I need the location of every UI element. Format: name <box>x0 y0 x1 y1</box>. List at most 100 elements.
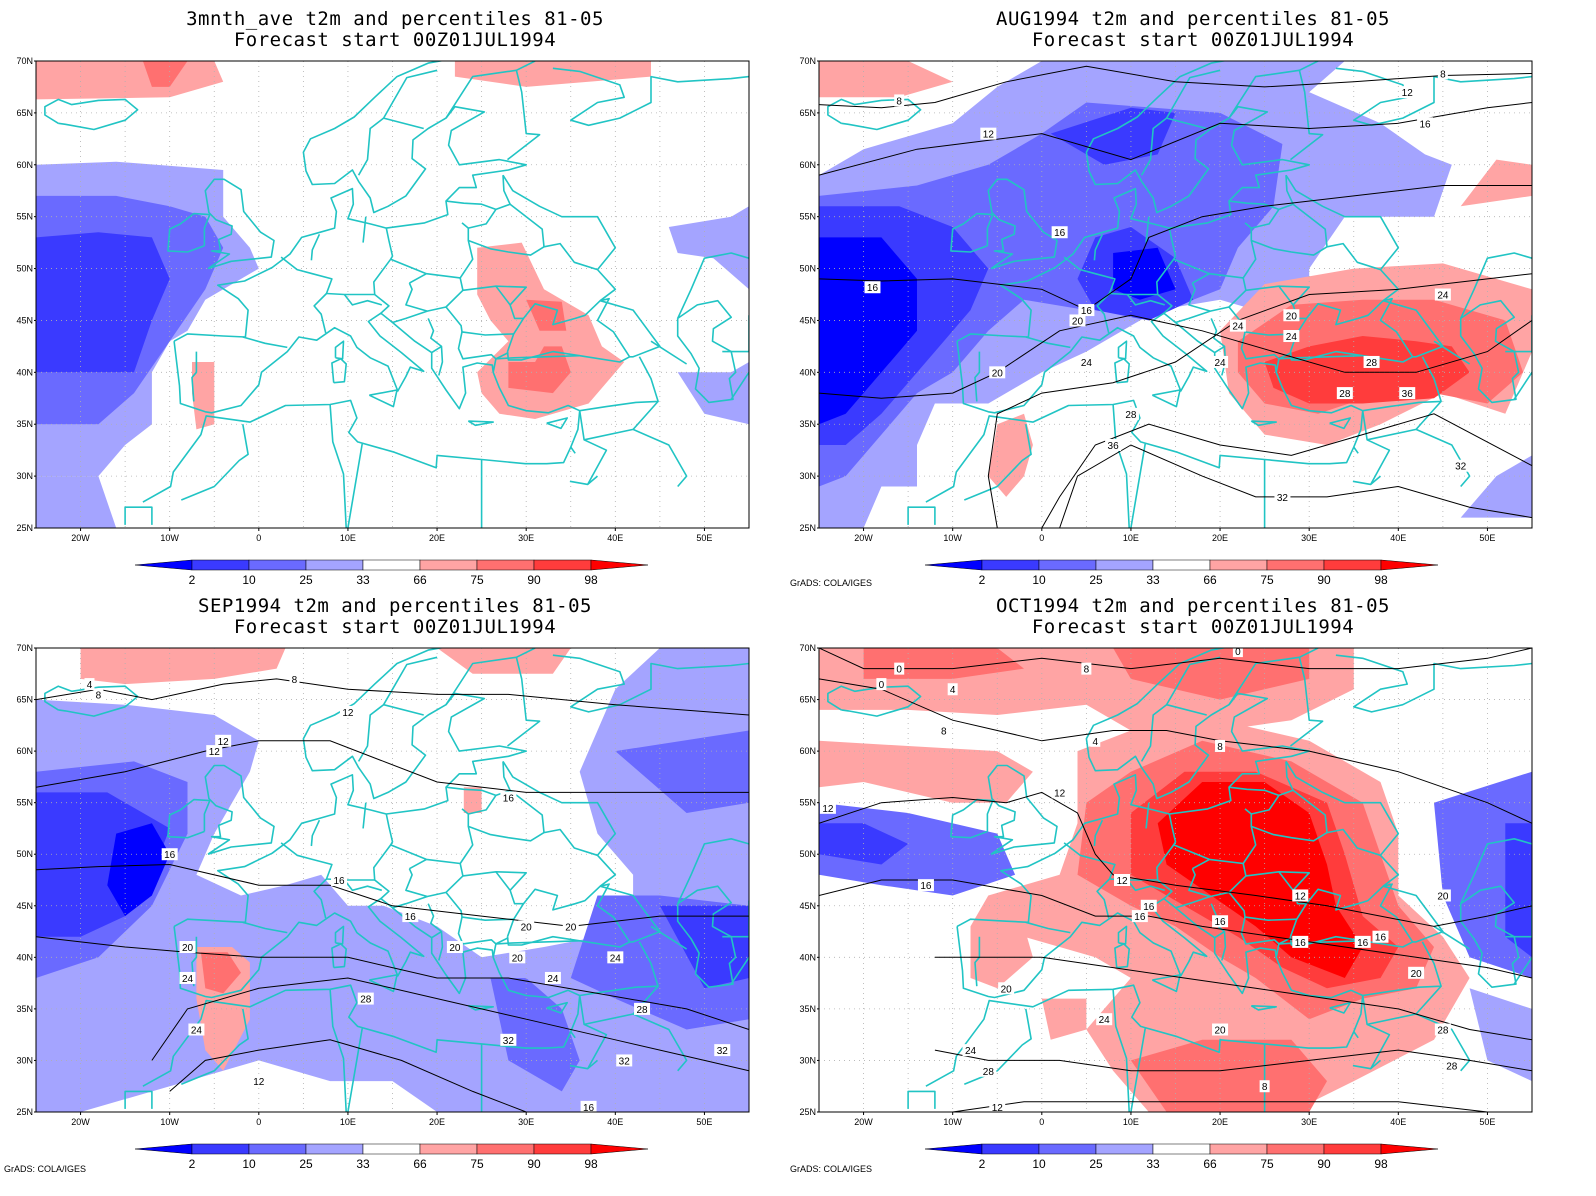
country-border <box>1285 174 1400 271</box>
contour-line <box>819 648 1532 670</box>
contour-label: 8 <box>941 726 947 737</box>
country-border <box>570 1031 576 1039</box>
colorbar-label: 90 <box>527 573 541 587</box>
country-border <box>1214 345 1227 376</box>
contour-label-bg <box>188 1023 205 1036</box>
contour-label: 20 <box>1001 984 1013 995</box>
country-border <box>1513 371 1532 400</box>
contour-label-bg <box>1399 86 1416 99</box>
country-border <box>468 175 511 229</box>
colorbar-label: 25 <box>299 1157 313 1171</box>
percentile-region <box>1113 247 1176 300</box>
country-border <box>445 200 497 211</box>
colorbar-segment <box>1152 1143 1211 1155</box>
map-frame <box>818 647 1533 1113</box>
contour-label: 4 <box>87 680 93 691</box>
contour-label-bg <box>179 971 196 984</box>
coastline <box>1250 420 1278 427</box>
contour-label: 16 <box>583 1103 595 1114</box>
country-border <box>1025 336 1071 349</box>
longitude-label: 20E <box>429 533 445 543</box>
percentile-shading <box>819 61 1532 528</box>
longitude-label: 30E <box>1301 533 1317 543</box>
latitude-label: 65N <box>799 695 816 705</box>
contour-label-bg <box>980 127 997 140</box>
coastline <box>1289 883 1414 948</box>
contour-label: 8 <box>896 96 902 107</box>
contour-label-bg <box>500 1033 517 1046</box>
coastline <box>552 67 749 127</box>
latitude-label: 65N <box>16 108 33 118</box>
colorbar-label: 25 <box>1089 573 1103 587</box>
contour-label: 28 <box>1437 1026 1449 1037</box>
latitude-label: 35N <box>16 1004 33 1014</box>
contour-label: 16 <box>1134 912 1146 923</box>
contour-label-bg <box>1452 459 1469 472</box>
colorbar-label: 2 <box>189 1157 196 1171</box>
colorbar-segment <box>924 559 983 571</box>
country-border <box>569 1059 599 1070</box>
coastlines <box>827 61 1532 528</box>
colorbar-segment <box>1038 1143 1097 1155</box>
inset-box <box>907 506 936 525</box>
contour-label-bg <box>500 791 517 804</box>
map-frame <box>35 647 750 1113</box>
country-border <box>431 930 444 961</box>
contour-label: 24 <box>191 1026 203 1037</box>
country-border <box>1352 475 1382 486</box>
contour-label: 16 <box>1295 938 1307 949</box>
colorbar-label: 33 <box>1146 1157 1160 1171</box>
latitude-label: 65N <box>799 108 816 118</box>
country-border <box>495 354 580 360</box>
latitude-label: 25N <box>799 1107 816 1117</box>
country-border <box>1459 252 1532 319</box>
contour-line <box>36 740 749 793</box>
contour-line <box>819 102 1532 176</box>
country-border <box>280 842 333 919</box>
longitude-label: 0 <box>1039 533 1044 543</box>
longitude-label: 20W <box>71 533 90 543</box>
country-border <box>1093 233 1104 261</box>
contour-label-bg <box>93 688 104 701</box>
country-border <box>1192 272 1210 284</box>
map-panel-aug1994: AUG1994 t2m and percentiles 81-05 Foreca… <box>790 0 1596 596</box>
contour-label-bg <box>84 678 95 691</box>
contour-label-bg <box>714 1044 731 1057</box>
coastline <box>1459 299 1520 404</box>
contour-label-bg <box>894 94 905 107</box>
country-border <box>1285 760 1400 856</box>
colorbar-segment <box>533 1143 592 1155</box>
contour-label-bg <box>1363 355 1380 368</box>
inset-box <box>907 1090 936 1109</box>
contour-label: 36 <box>1402 389 1414 400</box>
country-border <box>310 819 321 847</box>
country-border <box>242 336 288 349</box>
longitude-label: 40E <box>607 533 623 543</box>
contour-label: 28 <box>360 995 372 1006</box>
coastline <box>204 764 275 855</box>
latitude-label: 50N <box>16 264 33 274</box>
contour-label: 4 <box>950 685 956 696</box>
longitude-label: 30E <box>1301 1117 1317 1127</box>
latitude-label: 55N <box>799 798 816 808</box>
country-border <box>1433 925 1471 950</box>
contour-label-bg <box>179 941 196 954</box>
colorbar-label: 90 <box>1317 573 1331 587</box>
contour-label: 12 <box>1295 891 1307 902</box>
latitude-label: 45N <box>799 315 816 325</box>
country-border <box>1145 216 1150 243</box>
contour-label: 20 <box>1215 1026 1227 1037</box>
coastline <box>950 798 994 839</box>
colorbar-label: 90 <box>1317 1157 1331 1171</box>
country-border <box>1353 1031 1359 1039</box>
colorbar-segment <box>981 1143 1040 1155</box>
contour-label-bg <box>1212 1023 1229 1036</box>
contour-label: 12 <box>1402 88 1414 99</box>
percentile-region <box>192 362 215 430</box>
country-border <box>730 956 749 985</box>
country-border <box>431 345 444 376</box>
contour-line <box>934 956 1532 1041</box>
country-border <box>1361 410 1391 485</box>
latitude-label: 35N <box>16 419 33 429</box>
colorbar-segment <box>419 559 478 571</box>
